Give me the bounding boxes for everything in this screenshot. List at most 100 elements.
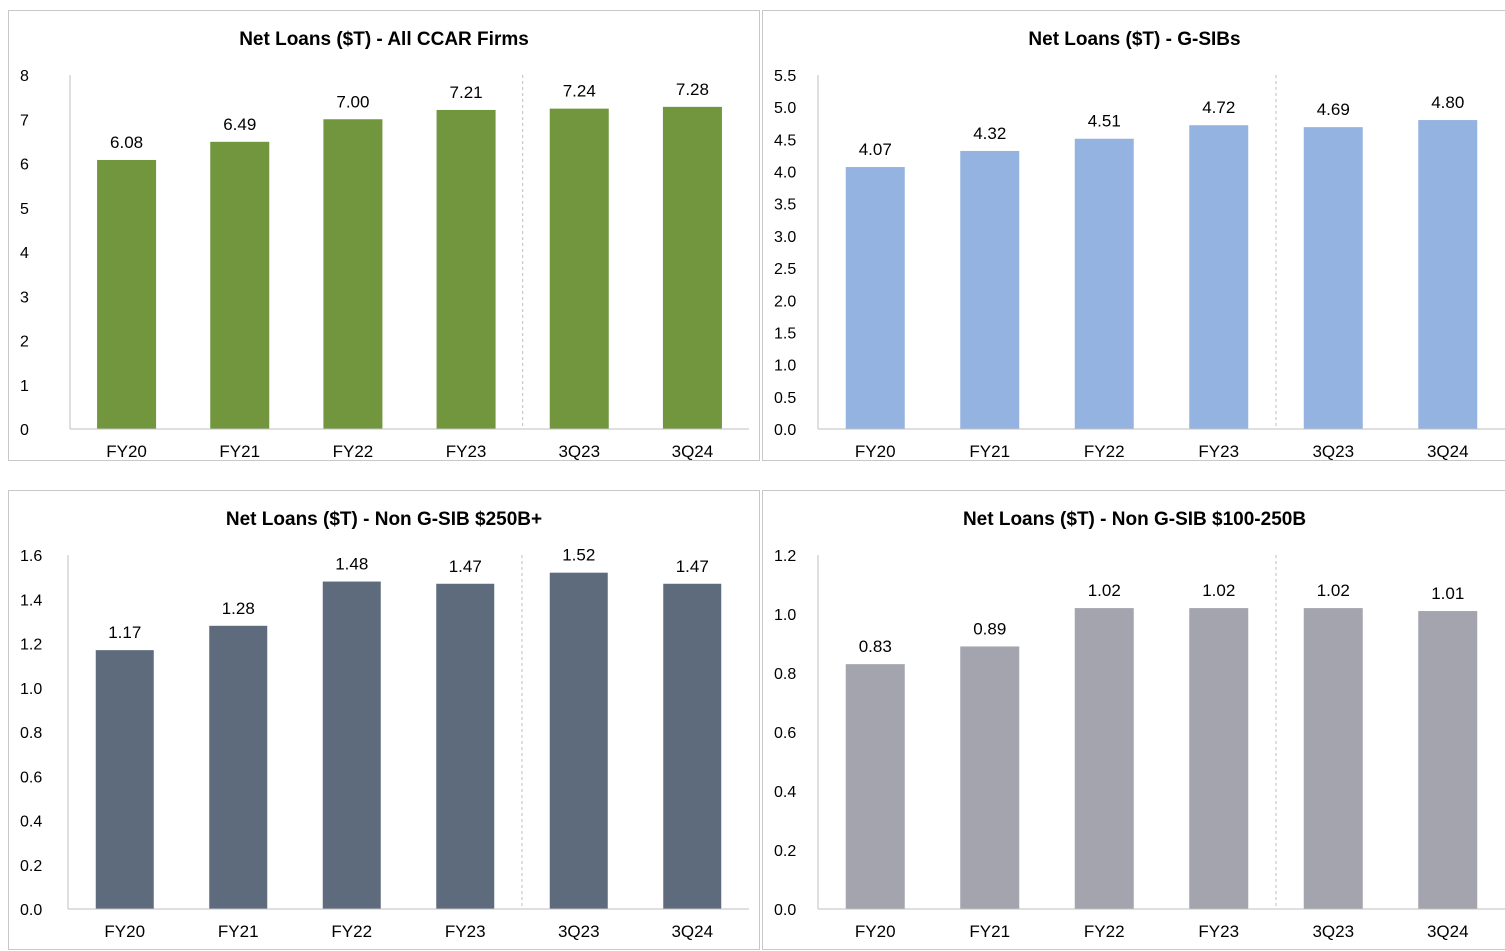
y-tick-label: 0.8 (20, 725, 42, 742)
x-tick-label: 3Q24 (671, 922, 713, 941)
bar (662, 106, 722, 430)
data-label: 0.89 (973, 619, 1006, 638)
y-tick-label: 1.0 (774, 358, 796, 375)
data-label: 4.80 (1431, 93, 1464, 112)
x-tick-label: 3Q24 (1427, 922, 1469, 941)
chart-panel-gsibs: Net Loans ($T) - G-SIBs 0.0 0.5 1.0 1.5 2.0 2… (762, 10, 1505, 461)
y-tick-label: 0.6 (20, 769, 42, 786)
x-tick-label: FY21 (218, 922, 259, 941)
chart-title: Net Loans ($T) - Non G-SIB $100-250B (962, 509, 1307, 530)
bar (209, 625, 268, 909)
y-tick-label: 0.0 (20, 902, 42, 919)
y-tick-label: 1.0 (20, 681, 42, 698)
x-tick-label: FY21 (969, 442, 1010, 461)
bar-chart-all-ccar: 0 1 2 3 4 5 6 7 8 6.08 FY20 6.49 FY21 7.00 FY22 7.21 FY2… (20, 68, 749, 461)
bar (1418, 611, 1478, 909)
bar-chart-non-gsib-100-250b: 0.0 0.2 0.4 0.6 0.8 1.0 1.2 0.83 FY20 0.89 FY21 1.0… (774, 548, 1505, 941)
data-label: 4.72 (1202, 98, 1235, 117)
y-tick-label: 0.2 (774, 843, 796, 860)
bar (1189, 608, 1249, 909)
bar (549, 572, 608, 909)
y-tick-label: 5 (20, 201, 29, 218)
y-tick-label: 2 (20, 334, 29, 351)
chart-panel-non-gsib-100-250b: Net Loans ($T) - Non G-SIB $100-250B 0.0… (762, 490, 1505, 950)
y-tick-label: 0.8 (774, 666, 796, 683)
data-label: 7.00 (336, 92, 369, 111)
chart-title: Net Loans ($T) - G-SIBs (1028, 29, 1241, 50)
x-tick-label: FY22 (1084, 442, 1125, 461)
data-label: 1.47 (449, 557, 482, 576)
y-tick-label: 1.2 (20, 637, 42, 654)
y-tick-label: 3 (20, 289, 29, 306)
y-tick-label: 6 (20, 157, 29, 174)
bar (549, 108, 609, 429)
data-label: 1.17 (108, 623, 141, 642)
x-tick-label: 3Q23 (1312, 442, 1354, 461)
y-tick-label: 4.0 (774, 165, 796, 182)
bar (960, 646, 1020, 909)
data-label: 1.01 (1431, 584, 1464, 603)
chart-title: Net Loans ($T) - Non G-SIB $250B+ (225, 509, 543, 530)
bar (1303, 127, 1363, 429)
data-label: 1.02 (1317, 581, 1350, 600)
y-tick-label: 1.5 (774, 325, 796, 342)
y-tick-label: 1 (20, 378, 29, 395)
bar (1418, 120, 1478, 430)
data-label: 1.02 (1202, 581, 1235, 600)
chart-title: Net Loans ($T) - All CCAR Firms (239, 29, 529, 50)
data-label: 4.69 (1317, 100, 1350, 119)
x-tick-label: FY23 (1198, 922, 1239, 941)
bar (1074, 608, 1134, 909)
bar (322, 581, 381, 909)
y-tick-label: 2.5 (774, 261, 796, 278)
bar (1074, 138, 1134, 429)
x-tick-label: FY23 (445, 922, 486, 941)
x-tick-label: 3Q23 (1312, 922, 1354, 941)
y-tick-label: 0.4 (20, 814, 42, 831)
x-tick-label: FY23 (446, 442, 487, 461)
y-tick-label: 3.5 (774, 197, 796, 214)
bar (436, 583, 495, 909)
data-label: 1.52 (562, 546, 595, 565)
data-label: 0.83 (859, 637, 892, 656)
bar (960, 150, 1020, 429)
x-tick-label: FY21 (969, 922, 1010, 941)
x-tick-label: FY20 (104, 922, 145, 941)
x-tick-label: 3Q23 (558, 442, 600, 461)
x-tick-label: FY20 (855, 442, 896, 461)
y-tick-label: 1.0 (774, 607, 796, 624)
y-tick-label: 5.0 (774, 100, 796, 117)
data-label: 1.47 (676, 557, 709, 576)
data-label: 1.28 (222, 599, 255, 618)
x-tick-label: FY23 (1198, 442, 1239, 461)
bar (323, 119, 383, 429)
data-label: 7.24 (563, 82, 596, 101)
data-label: 1.48 (335, 555, 368, 574)
x-tick-label: 3Q24 (672, 442, 714, 461)
bar (95, 650, 154, 909)
x-tick-label: 3Q23 (558, 922, 600, 941)
x-tick-label: 3Q24 (1427, 442, 1469, 461)
y-tick-label: 1.2 (774, 548, 796, 565)
data-label: 4.07 (859, 140, 892, 159)
x-tick-label: FY20 (106, 442, 147, 461)
bar (845, 167, 905, 430)
data-label: 7.21 (450, 83, 483, 102)
y-tick-label: 0.4 (774, 784, 796, 801)
data-label: 6.08 (110, 133, 143, 152)
chart-panel-non-gsib-250b: Net Loans ($T) - Non G-SIB $250B+ 0.0 0.2… (8, 490, 760, 950)
x-tick-label: FY21 (219, 442, 260, 461)
y-tick-label: 0.0 (774, 902, 796, 919)
y-tick-label: 4 (20, 245, 29, 262)
y-tick-label: 7 (20, 112, 29, 129)
data-label: 7.28 (676, 80, 709, 99)
x-tick-label: FY22 (1084, 922, 1125, 941)
y-tick-label: 1.6 (20, 548, 42, 565)
y-tick-label: 0.0 (774, 422, 796, 439)
x-tick-label: FY22 (331, 922, 372, 941)
y-tick-label: 0 (20, 422, 29, 439)
bar (663, 583, 722, 909)
chart-panel-all-ccar: Net Loans ($T) - All CCAR Firms 0 1 2 3 4 5 6 7… (8, 10, 760, 461)
y-tick-label: 0.2 (20, 858, 42, 875)
y-tick-label: 0.6 (774, 725, 796, 742)
